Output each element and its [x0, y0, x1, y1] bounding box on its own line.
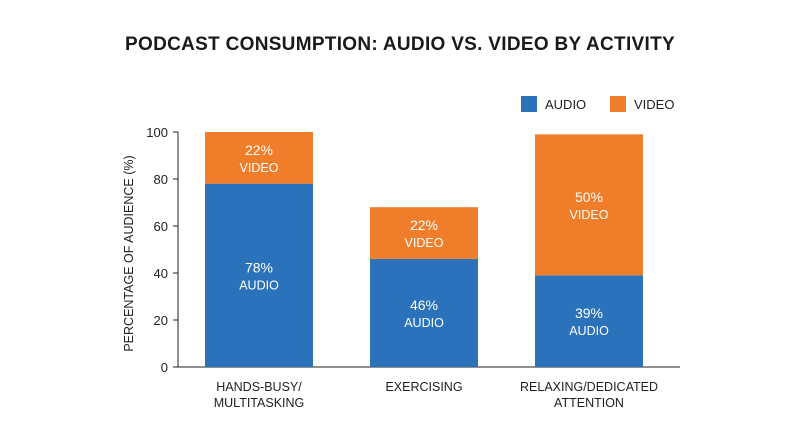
x-tick-label: RELAXING/DEDICATED	[520, 380, 658, 394]
x-tick-label: EXERCISING	[385, 380, 462, 394]
legend-label-audio: AUDIO	[545, 97, 586, 112]
data-label-value: 50%	[575, 189, 603, 205]
data-label-series: VIDEO	[240, 161, 279, 175]
bar-audio-0	[205, 183, 313, 367]
bar-audio-2	[535, 275, 643, 367]
bar-video-1	[370, 207, 478, 259]
data-label-series: AUDIO	[569, 324, 609, 338]
y-tick-label: 80	[154, 172, 168, 187]
bar-audio-1	[370, 258, 478, 367]
y-tick-label: 100	[146, 125, 168, 140]
y-tick-label: 0	[161, 360, 168, 375]
data-label-series: VIDEO	[570, 208, 609, 222]
data-label-value: 78%	[245, 259, 273, 275]
legend-swatch-video	[610, 96, 626, 112]
bar-video-0	[205, 132, 313, 184]
legend-swatch-audio	[521, 96, 537, 112]
data-label-value: 39%	[575, 305, 603, 321]
x-tick-label: HANDS-BUSY/	[216, 380, 302, 394]
legend-label-video: VIDEO	[634, 97, 674, 112]
y-tick-label: 60	[154, 219, 168, 234]
bar-video-2	[535, 134, 643, 276]
data-label-value: 22%	[245, 142, 273, 158]
y-axis-label: PERCENTAGE OF AUDIENCE (%)	[122, 155, 136, 351]
data-label-series: AUDIO	[239, 278, 279, 292]
x-tick-label: ATTENTION	[554, 396, 624, 410]
data-label-series: VIDEO	[405, 236, 444, 250]
y-tick-label: 40	[154, 266, 168, 281]
data-label-series: AUDIO	[404, 316, 444, 330]
x-tick-label: MULTITASKING	[214, 396, 305, 410]
data-label-value: 46%	[410, 297, 438, 313]
y-tick-label: 20	[154, 313, 168, 328]
chart-title: PODCAST CONSUMPTION: AUDIO VS. VIDEO BY …	[125, 34, 675, 55]
data-label-value: 22%	[410, 217, 438, 233]
